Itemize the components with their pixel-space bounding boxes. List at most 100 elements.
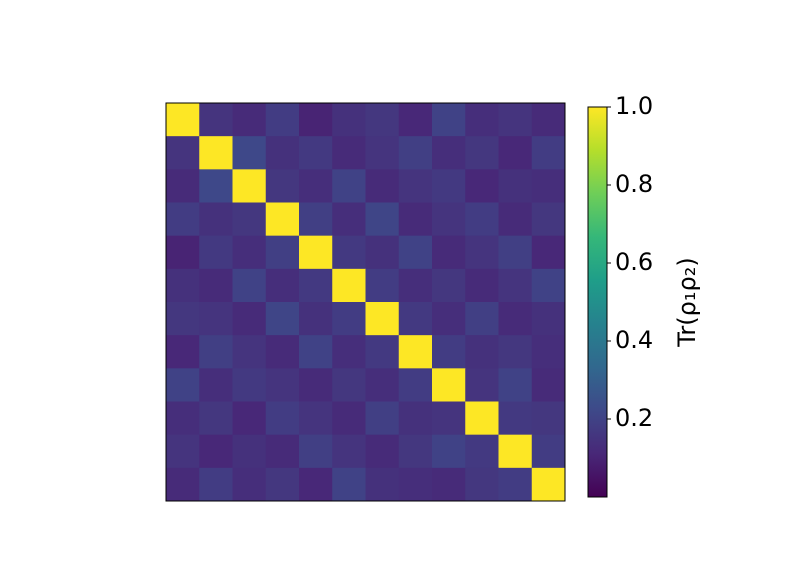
cell <box>299 335 333 369</box>
cell <box>465 169 499 203</box>
cell <box>465 434 499 469</box>
cell <box>432 103 466 137</box>
cell <box>365 235 400 270</box>
cell <box>465 368 499 402</box>
cell <box>365 202 400 237</box>
cell <box>166 169 200 203</box>
cell <box>531 302 566 336</box>
cell <box>432 169 466 203</box>
cell <box>199 434 233 469</box>
cell <box>531 401 566 436</box>
cell <box>365 335 400 369</box>
cell <box>332 136 366 170</box>
cell <box>166 401 200 436</box>
cell <box>498 335 533 369</box>
colorbar <box>587 106 608 498</box>
cell <box>498 235 533 270</box>
cell <box>232 268 267 303</box>
cell <box>299 103 333 137</box>
cell <box>498 368 533 402</box>
cell <box>299 169 333 203</box>
cell <box>398 335 433 369</box>
cell <box>365 169 400 203</box>
cell <box>265 235 300 270</box>
cell <box>432 202 466 237</box>
cell <box>398 169 433 203</box>
cell <box>465 136 499 170</box>
cell <box>166 302 200 336</box>
cell <box>332 169 366 203</box>
cell <box>498 401 533 436</box>
cell <box>332 268 366 303</box>
colorbar-tick-label: 0.4 <box>615 326 653 354</box>
cell <box>265 268 300 303</box>
cell <box>398 136 433 170</box>
cell <box>332 202 366 237</box>
cell <box>498 467 533 502</box>
cell <box>199 302 233 336</box>
cell <box>531 202 566 237</box>
cell <box>299 467 333 502</box>
cell <box>265 202 300 237</box>
cell <box>465 202 499 237</box>
cell <box>199 467 233 502</box>
cell <box>432 268 466 303</box>
cell <box>199 103 233 137</box>
cell <box>332 368 366 402</box>
cell <box>432 235 466 270</box>
cell <box>465 235 499 270</box>
cell <box>332 335 366 369</box>
cell <box>398 401 433 436</box>
cell <box>498 302 533 336</box>
cell <box>232 302 267 336</box>
cell <box>465 268 499 303</box>
cell <box>199 202 233 237</box>
cell <box>531 268 566 303</box>
cell <box>531 467 566 502</box>
cell <box>232 169 267 203</box>
cell <box>531 235 566 270</box>
cell <box>365 467 400 502</box>
cell <box>398 235 433 270</box>
cell <box>166 467 200 502</box>
cell <box>531 103 566 137</box>
cell <box>166 235 200 270</box>
cell <box>398 103 433 137</box>
cell <box>232 235 267 270</box>
cell <box>398 467 433 502</box>
cell <box>232 467 267 502</box>
cell <box>531 136 566 170</box>
colorbar-tick-label: 1.0 <box>615 92 653 120</box>
cell <box>332 467 366 502</box>
colorbar-label: Tr(ρ₁ρ₂) <box>673 257 701 347</box>
cell <box>265 434 300 469</box>
cell <box>299 136 333 170</box>
cell <box>432 368 466 402</box>
cell <box>365 302 400 336</box>
cell <box>299 268 333 303</box>
colorbar-tick-label: 0.2 <box>615 404 653 432</box>
cell <box>398 202 433 237</box>
cell <box>465 335 499 369</box>
cell <box>332 434 366 469</box>
cell <box>398 302 433 336</box>
cell <box>432 335 466 369</box>
cell <box>365 103 400 137</box>
cell <box>531 434 566 469</box>
cell <box>199 235 233 270</box>
cell <box>166 268 200 303</box>
cell <box>531 169 566 203</box>
cell <box>199 401 233 436</box>
cell <box>332 235 366 270</box>
cell <box>531 368 566 402</box>
cell <box>232 202 267 237</box>
cell <box>265 467 300 502</box>
cell <box>498 268 533 303</box>
cell <box>232 434 267 469</box>
cell <box>365 434 400 469</box>
cell <box>332 401 366 436</box>
cell <box>299 368 333 402</box>
cell <box>465 103 499 137</box>
cell <box>398 268 433 303</box>
